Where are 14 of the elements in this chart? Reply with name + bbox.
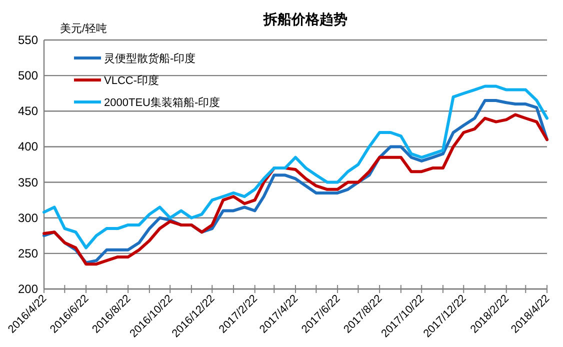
y-axis-title: 美元/轻吨	[60, 22, 108, 35]
y-tick-label: 450	[18, 104, 38, 118]
y-tick-label: 400	[18, 140, 38, 154]
y-tick-label: 550	[18, 33, 38, 47]
y-tick-label: 500	[18, 68, 38, 83]
legend-label: 灵便型散货船-印度	[104, 52, 196, 65]
chart-title: 拆船价格趋势	[262, 11, 348, 27]
y-tick-label: 300	[18, 210, 38, 225]
line-series	[42, 84, 548, 250]
legend-label: VLCC-印度	[104, 74, 160, 87]
legend-label: 2000TEU集装箱船-印度	[104, 96, 220, 109]
y-tick-label: 350	[18, 175, 38, 190]
y-tick-label: 200	[18, 282, 38, 296]
y-tick-label: 250	[18, 246, 38, 260]
